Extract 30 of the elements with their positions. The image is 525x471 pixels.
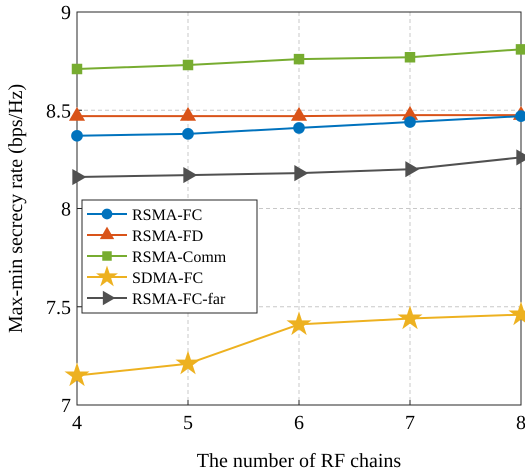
- point: [66, 363, 88, 386]
- point: [404, 116, 416, 128]
- y-tick-label: 7: [61, 395, 71, 417]
- point: [288, 312, 310, 334]
- y-tick-label: 8: [61, 198, 71, 220]
- point: [176, 352, 200, 374]
- x-tick-label: 6: [294, 412, 304, 434]
- legend-label: RSMA-FC-far: [132, 291, 226, 308]
- legend-label: RSMA-Comm: [132, 249, 227, 266]
- y-tick-label: 7.5: [46, 296, 71, 319]
- point: [182, 60, 194, 70]
- x-axis-title: The number of RF chains: [196, 450, 402, 471]
- legend-label: RSMA-FD: [132, 228, 204, 245]
- y-tick-label: 8.5: [46, 100, 71, 122]
- point: [294, 54, 304, 64]
- y-tick-label: 9: [61, 2, 71, 24]
- x-tick-label: 5: [183, 412, 193, 434]
- point: [72, 64, 82, 74]
- point: [398, 306, 422, 328]
- point: [293, 122, 305, 134]
- legend-label: RSMA-FC: [132, 207, 202, 224]
- x-tick-label: 4: [72, 412, 82, 434]
- point: [404, 52, 416, 62]
- x-tick-label: 7: [405, 412, 415, 434]
- point: [71, 130, 83, 142]
- legend-label: SDMA-FC: [132, 270, 204, 287]
- point: [516, 44, 525, 55]
- y-axis-title: Max-min secrecy rate (bps/Hz): [5, 84, 27, 334]
- point: [182, 128, 194, 140]
- x-tick-label: 8: [516, 412, 525, 434]
